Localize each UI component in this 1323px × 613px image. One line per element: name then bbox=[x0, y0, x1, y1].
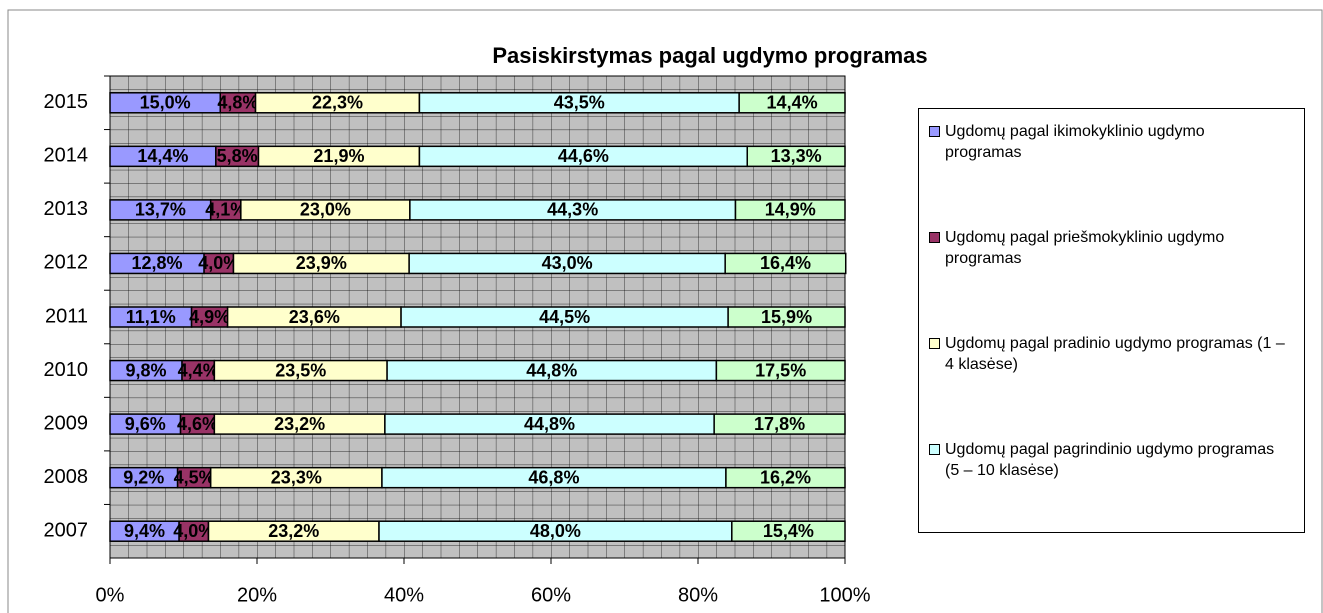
value-label: 16,4% bbox=[760, 253, 811, 273]
value-label: 5,8% bbox=[217, 146, 258, 166]
y-tick-label: 2007 bbox=[44, 520, 89, 542]
bar-segment bbox=[731, 520, 846, 542]
value-label: 4,0% bbox=[173, 521, 214, 541]
bar-segment bbox=[734, 199, 846, 221]
value-label: 15,0% bbox=[140, 93, 191, 113]
legend-item: Ugdomų pagal ikimokyklinio ugdymo progra… bbox=[929, 121, 1285, 227]
x-tick-label: 60% bbox=[531, 584, 571, 606]
bar-segment bbox=[724, 252, 847, 275]
y-tick-label: 2008 bbox=[44, 466, 89, 488]
legend-item: Ugdomų pagal pagrindinio ugdymo programa… bbox=[929, 439, 1285, 545]
frame bbox=[7, 9, 1323, 613]
legend-item: Ugdomų pagal priešmokyklinio ugdymo prog… bbox=[929, 227, 1285, 333]
value-label: 17,8% bbox=[754, 414, 805, 434]
y-tick-label: 2013 bbox=[44, 198, 89, 220]
x-tick-label: 20% bbox=[237, 584, 277, 606]
value-label: 11,1% bbox=[126, 307, 176, 327]
y-tick-label: 2009 bbox=[44, 412, 89, 434]
value-label: 4,9% bbox=[189, 307, 230, 327]
value-label: 44,3% bbox=[547, 200, 598, 220]
value-label: 9,8% bbox=[125, 360, 166, 380]
value-label: 4,5% bbox=[174, 467, 215, 487]
value-label: 43,5% bbox=[554, 93, 605, 113]
value-label: 23,5% bbox=[275, 360, 326, 380]
value-label: 17,5% bbox=[755, 360, 806, 380]
value-label: 44,8% bbox=[524, 414, 575, 434]
x-tick-label: 100% bbox=[819, 584, 870, 606]
value-label: 21,9% bbox=[313, 146, 364, 166]
value-label: 16,2% bbox=[760, 467, 811, 487]
value-label: 12,8% bbox=[132, 253, 183, 273]
value-label: 44,6% bbox=[558, 146, 609, 166]
value-label: 15,9% bbox=[761, 307, 812, 327]
y-tick-label: 2014 bbox=[44, 145, 89, 167]
bar-segment bbox=[725, 466, 846, 489]
y-tick-label: 2010 bbox=[44, 359, 89, 381]
value-label: 44,5% bbox=[539, 307, 590, 327]
y-tick-label: 2012 bbox=[44, 252, 89, 274]
value-label: 15,4% bbox=[763, 521, 814, 541]
bar-segment bbox=[727, 306, 846, 328]
value-label: 9,4% bbox=[124, 521, 165, 541]
value-label: 14,4% bbox=[767, 93, 818, 113]
value-label: 4,1% bbox=[205, 200, 246, 220]
bar-segment bbox=[738, 92, 846, 114]
legend-label: Ugdomų pagal pagrindinio ugdymo programa… bbox=[945, 441, 1275, 479]
legend-label: Ugdomų pagal ikimokyklinio ugdymo progra… bbox=[945, 123, 1205, 161]
bar-segment bbox=[713, 413, 846, 435]
value-label: 4,4% bbox=[178, 360, 219, 380]
value-label: 46,8% bbox=[528, 467, 579, 487]
value-label: 14,9% bbox=[765, 200, 816, 220]
value-label: 44,8% bbox=[526, 360, 577, 380]
legend-label: Ugdomų pagal pradinio ugdymo programas (… bbox=[945, 335, 1285, 373]
y-tick-label: 2015 bbox=[44, 91, 89, 113]
value-label: 23,3% bbox=[271, 467, 322, 487]
value-label: 4,0% bbox=[198, 253, 239, 273]
value-label: 23,0% bbox=[300, 200, 351, 220]
value-label: 23,2% bbox=[274, 414, 325, 434]
legend-swatch bbox=[929, 338, 940, 349]
value-label: 14,4% bbox=[137, 146, 188, 166]
bar-segment bbox=[715, 359, 846, 382]
x-tick-label: 40% bbox=[384, 584, 424, 606]
legend: Ugdomų pagal ikimokyklinio ugdymo progra… bbox=[918, 108, 1305, 533]
value-label: 9,2% bbox=[123, 467, 164, 487]
chart-title: Pasiskirstymas pagal ugdymo programas bbox=[492, 43, 927, 68]
value-label: 23,9% bbox=[296, 253, 347, 273]
value-label: 13,3% bbox=[771, 146, 822, 166]
value-label: 9,6% bbox=[125, 414, 166, 434]
legend-swatch bbox=[929, 232, 940, 243]
value-label: 22,3% bbox=[312, 93, 363, 113]
value-label: 23,2% bbox=[268, 521, 319, 541]
legend-label: Ugdomų pagal priešmokyklinio ugdymo prog… bbox=[945, 229, 1225, 267]
legend-swatch bbox=[929, 444, 940, 455]
value-label: 4,6% bbox=[177, 414, 218, 434]
x-tick-label: 0% bbox=[96, 584, 125, 606]
value-label: 23,6% bbox=[289, 307, 340, 327]
x-tick-label: 80% bbox=[678, 584, 718, 606]
value-label: 4,8% bbox=[217, 93, 258, 113]
value-label: 43,0% bbox=[542, 253, 593, 273]
legend-item: Ugdomų pagal pradinio ugdymo programas (… bbox=[929, 333, 1285, 439]
legend-swatch bbox=[929, 126, 940, 137]
bar-segment bbox=[746, 145, 846, 168]
value-label: 13,7% bbox=[135, 200, 186, 220]
y-tick-label: 2011 bbox=[45, 305, 88, 327]
value-label: 48,0% bbox=[530, 521, 581, 541]
